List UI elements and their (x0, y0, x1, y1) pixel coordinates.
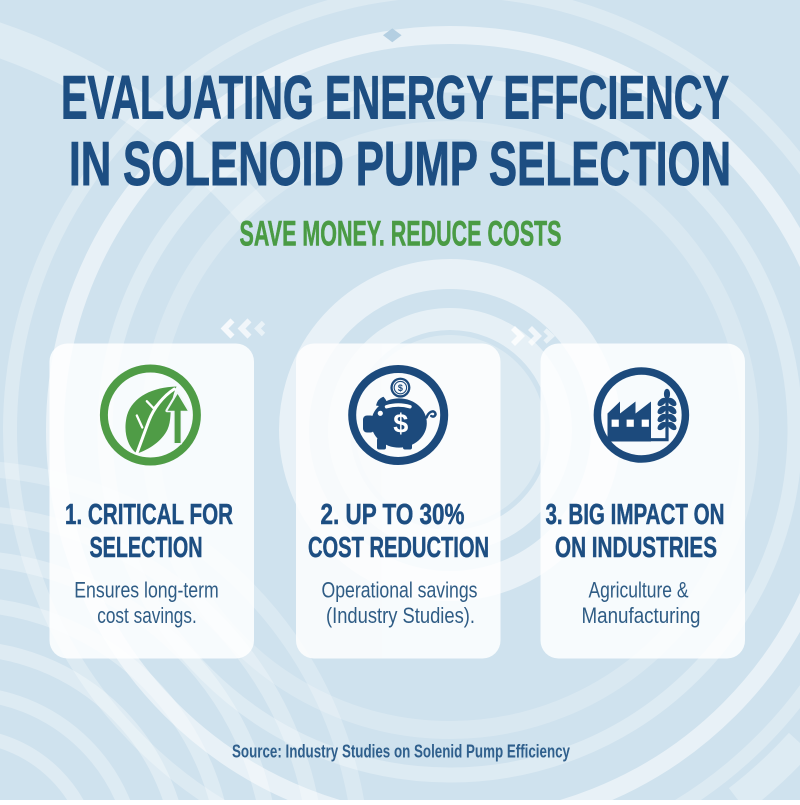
svg-text:Ensures long-term: Ensures long-term (74, 578, 219, 603)
svg-text:SELECTION: SELECTION (90, 532, 203, 564)
svg-text:Source: Industry Studies on So: Source: Industry Studies on Solenid Pump… (232, 742, 570, 762)
svg-text:Manufacturing: Manufacturing (582, 603, 701, 628)
svg-text:cost savings.: cost savings. (97, 603, 197, 628)
svg-text:2. UP TO 30%: 2. UP TO 30% (321, 499, 465, 531)
svg-text:$: $ (393, 409, 408, 439)
svg-text:COST REDUCTION: COST REDUCTION (308, 532, 489, 564)
svg-text:Agriculture &: Agriculture & (589, 578, 689, 603)
svg-text:3. BIG IMPACT ON: 3. BIG IMPACT ON (546, 499, 725, 531)
svg-text:1. CRITICAL FOR: 1. CRITICAL FOR (65, 499, 233, 531)
svg-text:Operational savings: Operational savings (322, 578, 478, 603)
svg-text:(Industry Studies).: (Industry Studies). (326, 603, 475, 628)
svg-text:EVALUATING ENERGY EFFCIENCY: EVALUATING ENERGY EFFCIENCY (61, 64, 729, 132)
svg-text:SAVE MONEY. REDUCE COSTS: SAVE MONEY. REDUCE COSTS (240, 214, 562, 254)
svg-text:ON INDUSTRIES: ON INDUSTRIES (555, 532, 717, 564)
svg-text:IN SOLENOID PUMP SELECTION: IN SOLENOID PUMP SELECTION (69, 130, 731, 199)
svg-text:$: $ (398, 383, 403, 393)
